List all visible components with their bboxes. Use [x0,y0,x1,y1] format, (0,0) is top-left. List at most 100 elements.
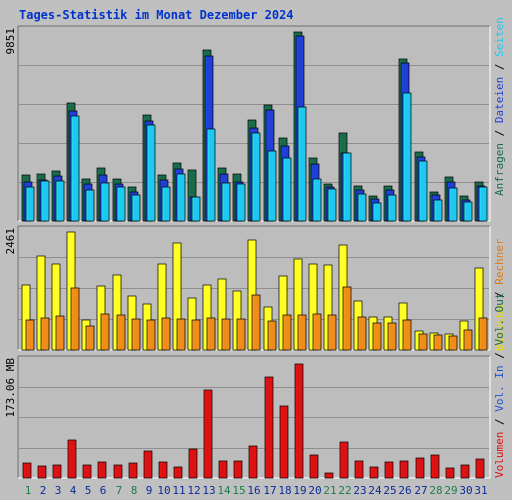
bar-rechner-1 [25,319,35,351]
bar-rechner-24 [372,322,382,351]
bar-volumen-12 [188,448,198,479]
panel-middle: 2461 [4,225,491,351]
bar-rechner-16 [251,294,261,351]
bar-seiten-20 [312,178,322,222]
bar-rechner-17 [267,320,277,351]
x-tick-label-7: 7 [116,484,123,497]
bar-seiten-8 [131,194,141,222]
bar-seiten-10 [161,186,171,222]
legend-top: Anfragen / Dateien / Seiten [493,17,506,196]
bar-volumen-1 [22,462,32,479]
bar-rechner-28 [433,334,443,351]
bar-seiten-24 [372,202,382,222]
chart-title: Tages-Statistik im Monat Dezember 2024 [19,8,294,22]
bar-volumen-22 [339,441,349,479]
bar-rechner-7 [116,314,126,351]
bar-rechner-20 [312,313,322,351]
x-tick-label-13: 13 [202,484,215,497]
x-tick-label-3: 3 [55,484,62,497]
bar-rechner-14 [221,318,231,351]
x-tick-label-1: 1 [25,484,32,497]
bar-seiten-14 [221,182,231,222]
bar-rechner-3 [55,315,65,351]
bar-rechner-30 [463,329,473,351]
x-tick-label-30: 30 [459,484,472,497]
bar-rechner-6 [100,313,110,351]
bar-seiten-26 [402,92,412,222]
x-tick-label-17: 17 [263,484,276,497]
bar-rechner-19 [297,314,307,351]
bar-volumen-13 [203,389,213,479]
bar-seiten-22 [342,152,352,222]
bar-volumen-27 [415,457,425,479]
legend-item: Vol. Out [493,293,506,346]
x-tick-label-9: 9 [146,484,153,497]
bar-volumen-7 [113,464,123,479]
x-tick-label-14: 14 [217,484,231,497]
bar-seiten-25 [387,194,397,222]
bar-volumen-26 [399,460,409,479]
x-tick-label-25: 25 [383,484,396,497]
bar-rechner-25 [387,322,397,351]
legend-separator: / [493,285,506,305]
bar-volumen-5 [82,464,92,479]
x-tick-label-24: 24 [368,484,382,497]
legend-item: Seiten [493,17,506,57]
bar-volumen-19 [294,363,304,479]
bar-volumen-24 [369,466,379,479]
bar-seiten-12 [191,196,201,222]
x-tick-label-21: 21 [323,484,336,497]
bar-rechner-5 [85,325,95,351]
bar-volumen-4 [67,439,77,479]
legend-separator: / [493,346,506,366]
bar-seiten-4 [70,115,80,222]
bar-seiten-23 [357,193,367,222]
x-tick-label-5: 5 [85,484,92,497]
bar-rechner-26 [402,319,412,351]
bar-volumen-20 [309,454,319,479]
bar-seiten-27 [418,160,428,222]
legend-item: Besuche [493,305,506,351]
bar-seiten-3 [55,180,65,222]
bar-seiten-2 [40,180,50,222]
y-max-label: 9851 [4,28,17,55]
bar-rechner-12 [191,319,201,351]
x-tick-label-26: 26 [398,484,411,497]
x-tick-label-16: 16 [247,484,260,497]
bar-rechner-15 [236,318,246,351]
bar-volumen-15 [233,460,243,479]
bar-volumen-21 [324,472,334,479]
bar-seiten-21 [327,188,337,222]
bar-volumen-14 [218,460,228,479]
bar-volumen-28 [430,454,440,479]
bar-rechner-11 [176,318,186,351]
bar-rechner-9 [146,319,156,351]
x-tick-label-4: 4 [70,484,77,497]
x-tick-label-18: 18 [278,484,291,497]
y-max-label: 173.06 MB [4,358,17,418]
bar-volumen-10 [158,461,168,479]
bar-rechner-13 [206,317,216,351]
x-tick-label-19: 19 [293,484,306,497]
x-tick-label-31: 31 [474,484,487,497]
bar-rechner-27 [418,333,428,351]
bar-rechner-23 [357,316,367,351]
bar-seiten-1 [25,186,35,222]
panel-bottom: 173.06 MB [4,355,491,479]
legend-item: Anfragen [493,143,506,196]
bar-seiten-17 [267,150,277,222]
x-tick-label-8: 8 [131,484,138,497]
x-tick-label-11: 11 [172,484,185,497]
bar-volumen-3 [52,464,62,479]
x-tick-label-22: 22 [338,484,351,497]
bar-rechner-18 [282,314,292,351]
bar-seiten-18 [282,157,292,222]
x-tick-label-23: 23 [353,484,366,497]
bar-seiten-9 [146,124,156,222]
x-tick-label-10: 10 [157,484,170,497]
x-tick-label-28: 28 [429,484,442,497]
bar-seiten-30 [463,201,473,222]
bar-volumen-29 [445,467,455,479]
bar-volumen-8 [128,462,138,479]
